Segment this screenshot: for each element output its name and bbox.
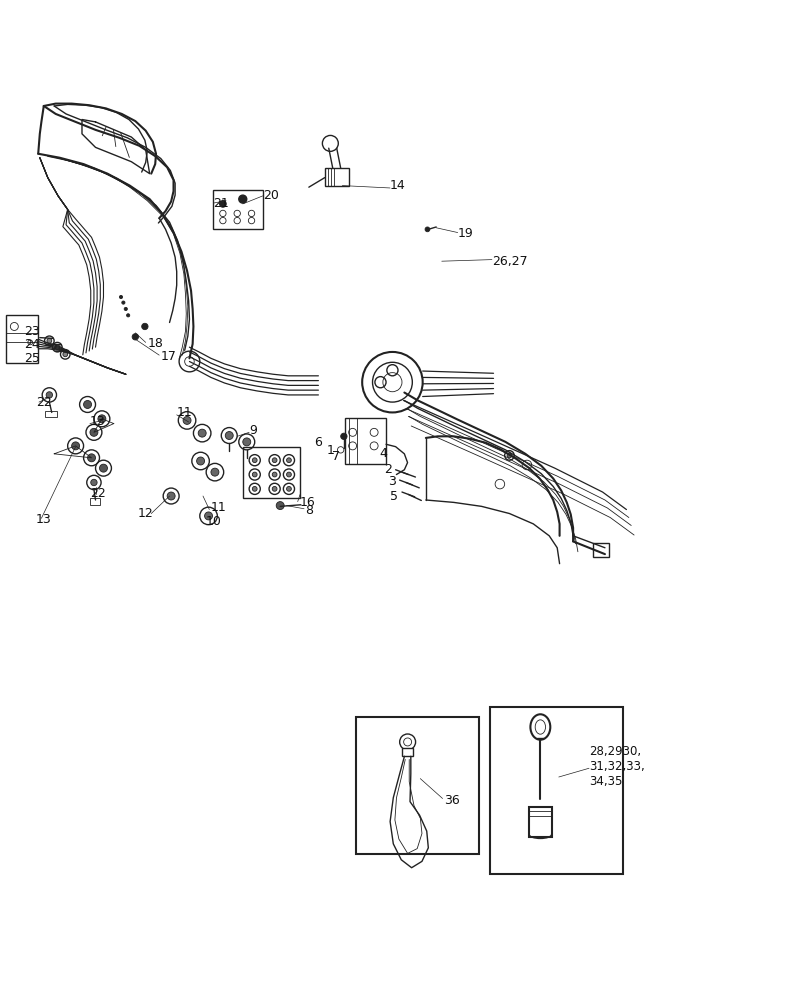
- Circle shape: [425, 227, 430, 232]
- Circle shape: [287, 458, 291, 463]
- Text: 36: 36: [444, 794, 460, 807]
- Text: 11: 11: [211, 501, 227, 514]
- FancyBboxPatch shape: [90, 498, 100, 505]
- Circle shape: [272, 486, 277, 491]
- Circle shape: [211, 468, 219, 476]
- Text: 24: 24: [24, 338, 40, 351]
- Text: 13: 13: [36, 513, 52, 526]
- Circle shape: [98, 415, 106, 423]
- Text: 16: 16: [299, 496, 315, 509]
- Circle shape: [47, 338, 52, 343]
- FancyBboxPatch shape: [356, 717, 479, 854]
- Text: 13: 13: [90, 415, 106, 428]
- Text: 5: 5: [390, 490, 398, 503]
- Circle shape: [272, 458, 277, 463]
- Text: 10: 10: [205, 515, 221, 528]
- Circle shape: [142, 323, 148, 330]
- Circle shape: [205, 512, 213, 520]
- Circle shape: [63, 352, 68, 357]
- FancyBboxPatch shape: [325, 168, 349, 186]
- Circle shape: [341, 433, 347, 440]
- FancyBboxPatch shape: [593, 543, 609, 557]
- Ellipse shape: [530, 714, 550, 740]
- Circle shape: [119, 295, 123, 299]
- Text: 14: 14: [390, 179, 406, 192]
- Text: 19: 19: [458, 227, 474, 240]
- Circle shape: [55, 345, 60, 350]
- Circle shape: [507, 453, 512, 458]
- Text: 23: 23: [24, 325, 40, 338]
- Circle shape: [220, 201, 226, 207]
- Circle shape: [72, 442, 80, 450]
- FancyBboxPatch shape: [529, 807, 552, 837]
- Circle shape: [252, 486, 257, 491]
- Circle shape: [243, 438, 251, 446]
- Text: 26,27: 26,27: [492, 255, 528, 268]
- Circle shape: [225, 432, 233, 440]
- Circle shape: [287, 472, 291, 477]
- Circle shape: [90, 428, 98, 436]
- Text: 22: 22: [90, 487, 106, 500]
- FancyBboxPatch shape: [345, 418, 386, 464]
- Circle shape: [122, 301, 125, 304]
- Text: 3: 3: [388, 475, 396, 488]
- Circle shape: [287, 486, 291, 491]
- Text: 22: 22: [36, 396, 52, 409]
- Text: 11: 11: [177, 406, 193, 419]
- FancyBboxPatch shape: [402, 748, 413, 756]
- Circle shape: [276, 502, 284, 510]
- Circle shape: [46, 392, 53, 398]
- FancyBboxPatch shape: [213, 190, 263, 229]
- Circle shape: [198, 429, 206, 437]
- Circle shape: [197, 457, 205, 465]
- Circle shape: [132, 334, 139, 340]
- FancyBboxPatch shape: [6, 315, 38, 363]
- Circle shape: [252, 458, 257, 463]
- Circle shape: [88, 454, 96, 462]
- Text: 25: 25: [24, 352, 40, 365]
- Text: 2: 2: [384, 463, 392, 476]
- Text: 21: 21: [213, 197, 229, 210]
- Circle shape: [84, 400, 92, 408]
- FancyBboxPatch shape: [243, 447, 300, 498]
- Circle shape: [100, 464, 107, 472]
- Circle shape: [124, 307, 127, 311]
- Text: 8: 8: [305, 504, 313, 517]
- Text: 28,2930,
31,32,33,
34,35: 28,2930, 31,32,33, 34,35: [589, 745, 645, 788]
- Text: 1: 1: [326, 444, 334, 457]
- Text: 12: 12: [138, 507, 154, 520]
- Text: 20: 20: [263, 189, 279, 202]
- Circle shape: [252, 472, 257, 477]
- Circle shape: [183, 416, 191, 424]
- Text: 7: 7: [332, 450, 340, 463]
- Text: 18: 18: [147, 337, 163, 350]
- Circle shape: [127, 314, 130, 317]
- FancyBboxPatch shape: [45, 411, 57, 417]
- Circle shape: [167, 492, 175, 500]
- Ellipse shape: [535, 720, 545, 734]
- Text: 4: 4: [379, 447, 387, 460]
- Text: 9: 9: [249, 424, 257, 437]
- FancyBboxPatch shape: [490, 707, 623, 874]
- Circle shape: [91, 479, 97, 486]
- Text: 6: 6: [314, 436, 322, 449]
- Text: 17: 17: [161, 350, 177, 363]
- Circle shape: [272, 472, 277, 477]
- Circle shape: [239, 195, 247, 203]
